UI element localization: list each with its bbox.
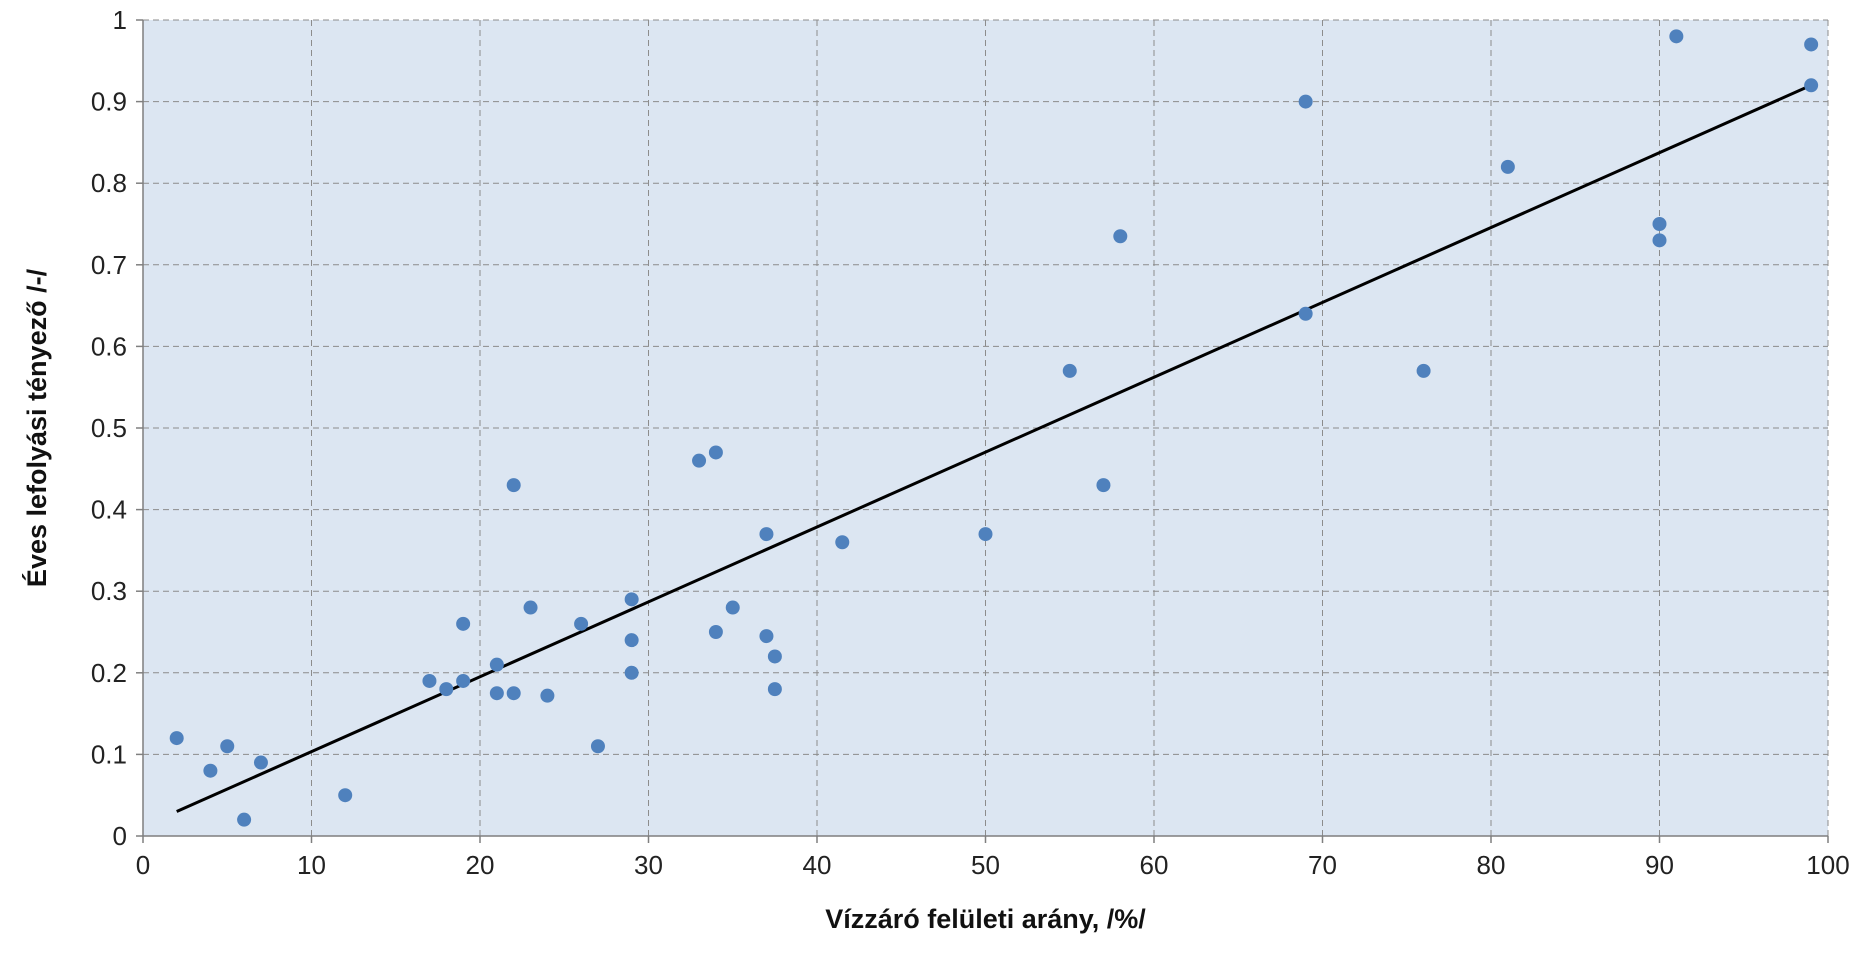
data-point — [624, 592, 639, 607]
data-point — [1669, 29, 1684, 44]
data-point — [759, 527, 774, 542]
data-point — [456, 616, 471, 631]
x-tick-label: 0 — [136, 850, 150, 880]
data-point — [1416, 363, 1431, 378]
data-point — [1096, 478, 1111, 493]
data-point — [506, 478, 521, 493]
x-tick-label: 80 — [1477, 850, 1506, 880]
data-point — [767, 649, 782, 664]
data-point — [624, 633, 639, 648]
data-point — [1652, 217, 1667, 231]
y-tick-label: 0.3 — [91, 576, 127, 606]
x-tick-label: 40 — [803, 850, 832, 880]
data-point — [439, 682, 454, 697]
data-point — [1113, 229, 1128, 244]
data-point — [708, 445, 723, 460]
data-point — [523, 600, 538, 615]
data-point — [1500, 159, 1515, 174]
data-point — [590, 739, 605, 754]
data-point — [624, 665, 639, 680]
y-tick-label: 0.5 — [91, 413, 127, 443]
data-point — [169, 731, 184, 746]
x-tick-label: 90 — [1645, 850, 1674, 880]
data-point — [540, 688, 555, 703]
data-point — [203, 763, 218, 778]
data-point — [767, 682, 782, 697]
data-point — [489, 686, 504, 701]
data-point — [220, 739, 235, 754]
y-axis-title: Éves lefolyási tényező /-/ — [21, 268, 52, 587]
y-tick-label: 0.2 — [91, 658, 127, 688]
y-tick-label: 0.6 — [91, 331, 127, 361]
y-tick-label: 0.1 — [91, 739, 127, 769]
x-tick-label: 70 — [1308, 850, 1337, 880]
x-tick-label: 30 — [634, 850, 663, 880]
data-point — [506, 686, 521, 701]
y-tick-label: 0.4 — [91, 495, 127, 525]
data-point — [253, 755, 268, 770]
x-tick-labels: 0 10 20 30 40 50 60 70 80 90 100 — [136, 850, 1849, 880]
data-point — [1804, 37, 1819, 52]
grid-lines — [143, 19, 1829, 836]
data-point — [422, 673, 437, 688]
y-tick-label: 0.9 — [91, 87, 127, 117]
x-axis-title: Vízzáró felületi arány, /%/ — [825, 904, 1146, 934]
data-point — [237, 812, 252, 827]
data-point — [489, 657, 504, 672]
y-tick-label: 0.8 — [91, 168, 127, 198]
x-tick-label: 10 — [297, 850, 326, 880]
data-point — [692, 453, 707, 468]
data-point — [1298, 306, 1313, 321]
x-tick-label: 60 — [1140, 850, 1169, 880]
data-point — [725, 600, 740, 615]
data-point — [1062, 363, 1077, 378]
data-point — [574, 616, 589, 631]
x-tick-label: 50 — [971, 850, 1000, 880]
x-tick-label: 20 — [466, 850, 495, 880]
data-point — [1804, 78, 1819, 93]
data-point — [338, 788, 353, 803]
data-points — [169, 29, 1819, 827]
data-point — [759, 629, 774, 644]
data-point — [978, 527, 993, 542]
data-point — [835, 535, 850, 550]
data-point — [456, 673, 471, 688]
data-point — [708, 625, 723, 639]
axes — [136, 19, 1829, 843]
y-tick-label: 0 — [113, 821, 127, 851]
x-tick-label: 100 — [1806, 850, 1849, 880]
data-point — [1298, 94, 1313, 109]
y-tick-label: 1 — [113, 5, 127, 35]
y-tick-label: 0.7 — [91, 250, 127, 280]
data-point — [1652, 233, 1667, 248]
y-tick-labels: 0 0.1 0.2 0.3 0.4 0.5 0.6 0.7 0.8 0.9 1 — [91, 5, 127, 851]
